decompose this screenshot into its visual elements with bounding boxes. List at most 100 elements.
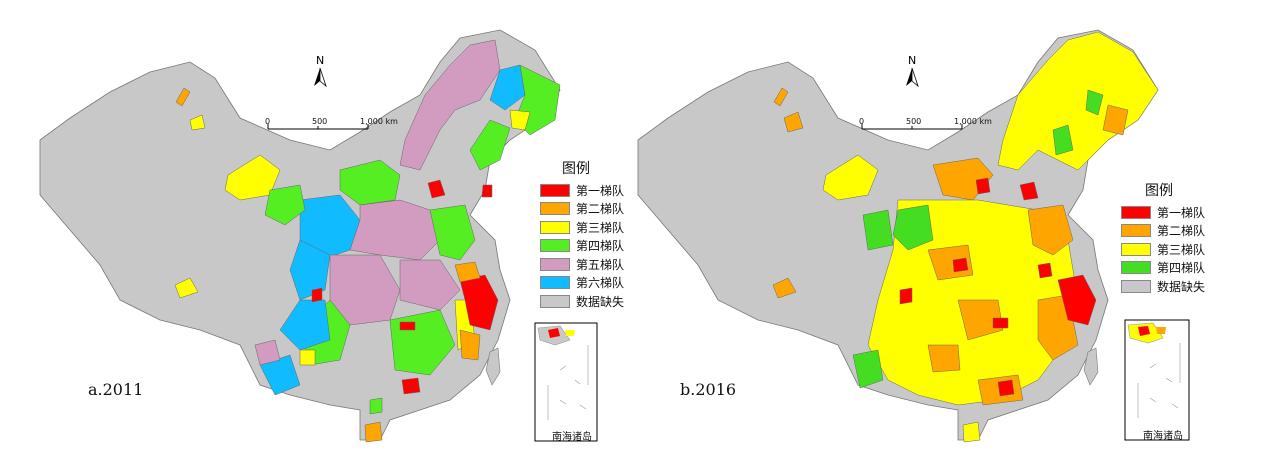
region-tier2-east bbox=[1027, 204, 1074, 256]
north-label: N bbox=[908, 54, 917, 67]
legend-label: 第五梯队 bbox=[576, 257, 625, 272]
region-tier1-wuhan bbox=[992, 317, 1009, 329]
north-label: N bbox=[316, 54, 325, 67]
region-tier4-ne bbox=[1085, 89, 1104, 116]
legend-label: 数据缺失 bbox=[576, 294, 625, 309]
region-tier2-central bbox=[927, 244, 974, 281]
region-layer-2016 bbox=[772, 31, 1159, 443]
legend-swatch bbox=[1121, 261, 1151, 275]
legend-item-tier4: 第四梯队 bbox=[1121, 259, 1205, 278]
region-tier2-east bbox=[454, 261, 481, 283]
scale-tick-0: 0 bbox=[265, 117, 271, 126]
legend-label: 第一梯队 bbox=[1157, 205, 1206, 220]
legend-swatch bbox=[1121, 224, 1151, 238]
map-panel-2016: N 0 500 1,000 km 南海诸岛 图例 第一梯队 第二梯队 第三梯队 … bbox=[598, 0, 1233, 463]
scale-bar bbox=[267, 124, 369, 130]
region-tier3-xinjiang bbox=[822, 154, 879, 201]
legend-item-tier2: 第二梯队 bbox=[540, 200, 624, 219]
legend-swatch bbox=[540, 220, 570, 234]
region-tier1-east bbox=[1037, 262, 1053, 279]
region-tier4-west bbox=[264, 184, 306, 226]
inset-islands bbox=[1127, 322, 1181, 418]
region-tier1-yangtze-delta bbox=[459, 274, 499, 331]
legend-item-missing: 数据缺失 bbox=[540, 292, 624, 311]
region-tier1-beijing bbox=[1019, 181, 1039, 201]
map-canvas-2011 bbox=[39, 29, 598, 443]
north-arrow-icon bbox=[906, 67, 919, 88]
legend-item-tier2: 第二梯队 bbox=[1121, 222, 1205, 241]
region-tier1-chengdu bbox=[899, 287, 913, 305]
legend-swatch bbox=[540, 294, 570, 308]
region-tier6-ne bbox=[489, 64, 526, 111]
region-tier4-west2 bbox=[862, 209, 894, 251]
legend-swatch bbox=[1121, 279, 1151, 293]
scale-tick-500: 500 bbox=[906, 117, 922, 126]
inset-label: 南海诸岛 bbox=[1143, 431, 1183, 442]
taiwan-island bbox=[485, 347, 501, 386]
region-tier1-central bbox=[952, 257, 969, 273]
legend-title: 图例 bbox=[562, 161, 590, 177]
inset-label: 南海诸岛 bbox=[552, 432, 592, 443]
region-tier3-tibet bbox=[174, 277, 199, 299]
legend-item-tier1: 第一梯队 bbox=[1121, 203, 1205, 222]
legend-item-tier1: 第一梯队 bbox=[540, 181, 624, 200]
legend-item-missing: 数据缺失 bbox=[1121, 277, 1205, 296]
legend-item-tier3: 第三梯队 bbox=[540, 218, 624, 237]
region-tier1-beijing bbox=[427, 179, 446, 199]
legend-swatch bbox=[540, 276, 570, 290]
legend-item-tier5: 第五梯队 bbox=[540, 255, 624, 274]
region-tier5-central bbox=[349, 199, 441, 261]
scale-tick-1000: 1,000 km bbox=[954, 117, 992, 126]
panel-label-2011: a.2011 bbox=[88, 380, 144, 399]
north-arrow-icon bbox=[314, 67, 327, 88]
legend-title: 图例 bbox=[1145, 183, 1173, 199]
region-tier3-xinjiang2 bbox=[189, 114, 206, 131]
inset-islands bbox=[537, 325, 589, 420]
legend-2016: 图例 第一梯队 第二梯队 第三梯队 第四梯队 数据缺失 bbox=[1121, 180, 1205, 296]
region-tier1-dalian bbox=[481, 184, 493, 198]
legend-2011: 图例 第一梯队 第二梯队 第三梯队 第四梯队 第五梯队 第六梯队 数据缺失 bbox=[540, 158, 624, 311]
region-tier2-ne bbox=[1102, 104, 1129, 136]
region-tier4-north bbox=[339, 159, 401, 206]
region-tier1-guangzhou bbox=[997, 379, 1015, 397]
region-tier3-ne bbox=[509, 109, 531, 131]
legend-label: 第四梯队 bbox=[576, 239, 625, 254]
legend-item-tier3: 第三梯队 bbox=[1121, 240, 1205, 259]
scale-tick-500: 500 bbox=[312, 117, 328, 126]
panel-label-2016: b.2016 bbox=[680, 380, 737, 399]
inset-frame bbox=[534, 322, 598, 442]
region-tier2-hainan bbox=[364, 421, 383, 443]
region-tier1-yangtze-delta bbox=[1057, 274, 1097, 326]
legend-swatch bbox=[540, 183, 570, 197]
region-tier3-north bbox=[997, 31, 1159, 171]
region-tier1-wuhan bbox=[399, 321, 416, 331]
region-tier5-north bbox=[399, 39, 501, 171]
region-tier2-south bbox=[957, 299, 1004, 341]
legend-label: 第一梯队 bbox=[576, 183, 625, 198]
region-tier2-fujian bbox=[459, 329, 481, 361]
region-tier2-xinjiang2 bbox=[783, 111, 804, 133]
region-tier2-xinjiang bbox=[175, 87, 191, 107]
region-tier4-east bbox=[429, 204, 476, 261]
legend-swatch bbox=[540, 257, 570, 271]
region-tier3-hainan bbox=[962, 421, 981, 443]
region-tier5-yunnan bbox=[254, 339, 281, 366]
map-panel-2011: N 0 500 1,000 km 南海诸岛 图例 第一梯队 第二梯队 第三梯队 … bbox=[39, 29, 624, 443]
legend-label: 第六梯队 bbox=[576, 276, 625, 291]
taiwan-island bbox=[1083, 347, 1099, 386]
legend-swatch bbox=[540, 202, 570, 216]
region-tier1-north bbox=[975, 177, 991, 195]
region-tier4-ne2 bbox=[1052, 124, 1074, 156]
legend-label: 第三梯队 bbox=[1157, 242, 1206, 257]
scale-tick-1000: 1,000 km bbox=[360, 117, 398, 126]
legend-item-tier4: 第四梯队 bbox=[540, 237, 624, 256]
scale-bar bbox=[861, 124, 963, 130]
region-tier2-tibet bbox=[772, 277, 797, 299]
region-tier2-guangxi bbox=[927, 344, 961, 373]
region-tier4-yunnan bbox=[852, 349, 884, 389]
legend-label: 数据缺失 bbox=[1157, 279, 1206, 294]
legend-swatch bbox=[1121, 242, 1151, 256]
legend-label: 第四梯队 bbox=[1157, 261, 1206, 276]
legend-label: 第三梯队 bbox=[576, 220, 625, 235]
map-canvas-2016 bbox=[637, 29, 1190, 443]
